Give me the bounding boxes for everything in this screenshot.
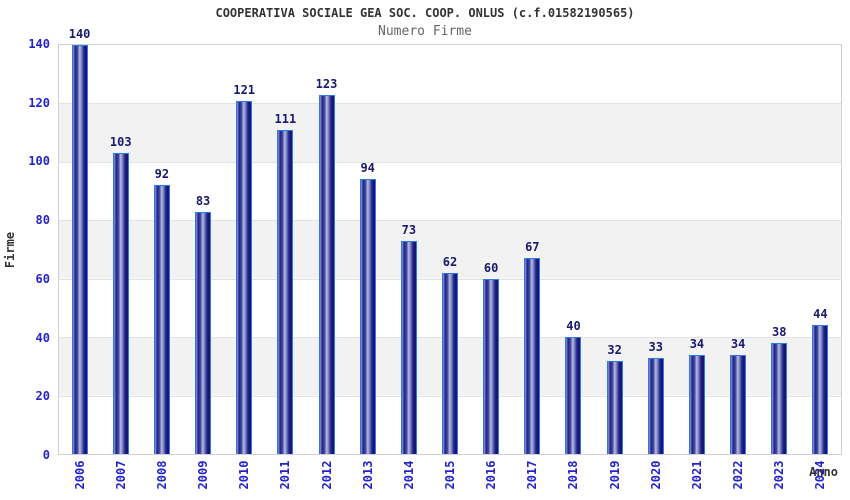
bar-value-label-2018: 40 — [566, 319, 581, 334]
x-tick-label-2011: 2011 — [278, 460, 293, 490]
bar-column-2011: 111 2011 — [265, 45, 306, 490]
bar-column-2013: 94 2013 — [347, 45, 388, 489]
bar-2007 — [112, 153, 129, 454]
bar-2024 — [812, 325, 829, 454]
bar-2010 — [236, 100, 253, 454]
bar-2011 — [277, 129, 294, 454]
x-tick-label-2021: 2021 — [689, 460, 704, 490]
bar-column-2015: 62 2015 — [429, 45, 470, 489]
bar-2021 — [688, 354, 705, 454]
x-tick-label-2023: 2023 — [772, 460, 787, 490]
x-tick-label-2007: 2007 — [113, 460, 128, 490]
y-tick-label-100: 100 — [28, 154, 50, 169]
x-tick-label-2010: 2010 — [237, 460, 252, 490]
bar-column-2014: 73 2014 — [388, 45, 429, 489]
bar-2013 — [359, 179, 376, 454]
bar-value-label-2016: 60 — [483, 260, 499, 275]
bar-value-label-2008: 92 — [154, 167, 170, 182]
y-tick-label-120: 120 — [28, 95, 50, 110]
x-tick-label-2022: 2022 — [731, 460, 746, 490]
y-axis-title: Firme — [3, 231, 17, 269]
bar-value-label-2006: 140 — [68, 27, 91, 41]
bar-2020 — [647, 357, 664, 454]
x-tick-label-2008: 2008 — [154, 460, 169, 490]
y-tick-label-20: 20 — [35, 389, 50, 404]
x-tick-label-2012: 2012 — [319, 460, 334, 490]
chart-subtitle: Numero Firme — [378, 24, 472, 39]
bar-value-label-2010: 121 — [233, 82, 256, 97]
bar-column-2022: 34 2022 — [718, 45, 759, 489]
x-axis-title: Anno — [809, 465, 838, 479]
bar-2014 — [400, 240, 417, 454]
bar-value-label-2020: 33 — [648, 339, 663, 354]
bar-column-2023: 38 2023 — [759, 45, 800, 489]
bar-value-label-2007: 103 — [109, 135, 132, 150]
bar-column-2017: 67 2017 — [512, 45, 553, 489]
bar-2016 — [483, 278, 500, 454]
bar-value-label-2023: 38 — [772, 325, 787, 339]
bar-value-label-2019: 32 — [607, 342, 622, 357]
x-tick-label-2015: 2015 — [442, 460, 457, 490]
x-tick-label-2009: 2009 — [196, 460, 211, 490]
y-tick-label-0: 0 — [42, 448, 50, 462]
x-tick-label-2019: 2019 — [607, 460, 622, 490]
bar-2012 — [318, 94, 335, 454]
bar-value-label-2017: 67 — [525, 240, 540, 255]
bar-value-label-2015: 62 — [442, 254, 458, 269]
bar-column-2018: 40 2018 — [553, 45, 594, 489]
gridline-80 — [59, 220, 841, 222]
gridline-120 — [59, 103, 841, 105]
bar-column-2019: 32 2019 — [594, 45, 635, 489]
x-tick-label-2014: 2014 — [401, 460, 416, 490]
y-tick-label-40: 40 — [35, 330, 50, 345]
x-tick-label-2006: 2006 — [72, 460, 87, 490]
bar-column-2006: 140 2006 — [59, 27, 100, 489]
y-tick-label-140: 140 — [28, 37, 50, 51]
bar-2023 — [771, 343, 788, 454]
bars-container: 140 2006 103 2007 92 2008 83 2009 121 2010 111 2011… — [59, 27, 841, 490]
bar-column-2010: 121 2010 — [224, 45, 265, 490]
x-tick-label-2016: 2016 — [484, 460, 499, 490]
y-tick-label-80: 80 — [35, 213, 50, 228]
bar-2008 — [153, 185, 170, 454]
bar-column-2012: 123 2012 — [306, 45, 347, 490]
bar-2022 — [730, 354, 747, 454]
bar-2018 — [565, 337, 582, 454]
x-tick-label-2017: 2017 — [525, 460, 540, 490]
y-tick-label-60: 60 — [35, 271, 50, 286]
bar-value-label-2014: 73 — [401, 222, 417, 237]
bar-value-label-2012: 123 — [315, 76, 338, 91]
bar-value-label-2022: 34 — [730, 336, 746, 351]
bar-column-2007: 103 2007 — [100, 45, 141, 489]
x-tick-label-2013: 2013 — [360, 460, 375, 490]
bar-2019 — [606, 360, 623, 454]
plot-area: 140 2006 103 2007 92 2008 83 2009 121 2010 111 2011… — [58, 27, 842, 490]
bar-column-2020: 33 2020 — [635, 45, 676, 489]
gridline-100 — [59, 161, 841, 163]
bar-column-2024: 44 2024 — [800, 45, 841, 489]
bar-value-label-2009: 83 — [195, 193, 211, 208]
bar-column-2021: 34 2021 — [676, 45, 717, 489]
x-tick-label-2020: 2020 — [648, 460, 663, 490]
bar-column-2016: 60 2016 — [471, 45, 512, 489]
bar-2015 — [441, 272, 458, 454]
bar-2017 — [524, 258, 541, 454]
bar-column-2009: 83 2009 — [182, 45, 223, 489]
bar-value-label-2021: 34 — [689, 336, 705, 351]
bar-value-label-2024: 44 — [813, 307, 828, 322]
bar-2009 — [195, 211, 212, 454]
bar-column-2008: 92 2008 — [141, 45, 182, 489]
bar-2006 — [71, 45, 88, 454]
bar-value-label-2013: 94 — [360, 161, 375, 176]
bar-value-label-2011: 111 — [274, 111, 297, 126]
x-tick-label-2018: 2018 — [566, 460, 581, 490]
chart-title: COOPERATIVA SOCIALE GEA SOC. COOP. ONLUS… — [215, 6, 635, 20]
